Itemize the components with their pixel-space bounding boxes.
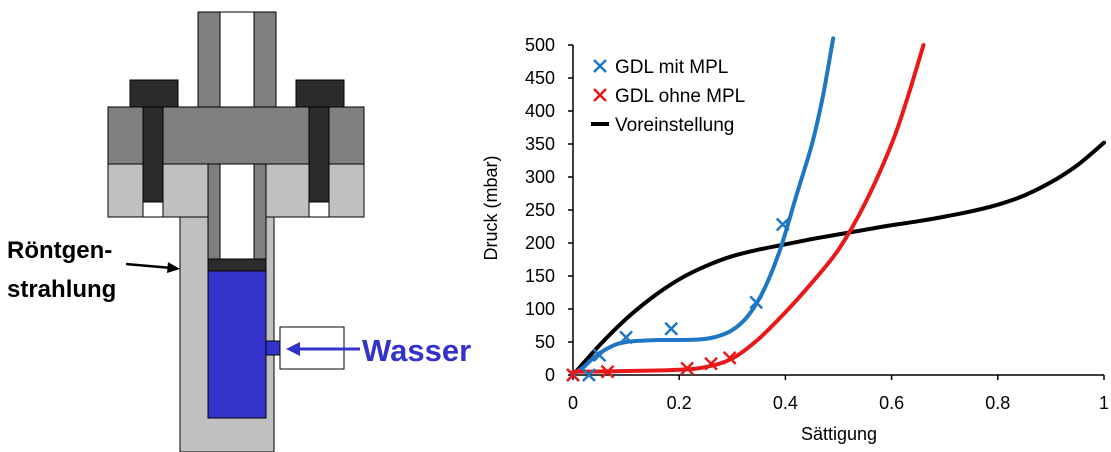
xray-label-line2: strahlung — [7, 276, 116, 303]
y-ticks: 0 50 100 150 200 250 300 350 400 450 500 — [525, 35, 573, 385]
y-tick-label: 450 — [525, 68, 555, 88]
x-axis-label: Sättigung — [801, 424, 877, 444]
legend: GDL mit MPL GDL ohne MPL Voreinstellung — [591, 57, 745, 136]
right-bolt-head — [295, 79, 345, 108]
y-tick-label: 350 — [525, 134, 555, 154]
x-tick-label: 0 — [568, 393, 578, 413]
y-tick-label: 50 — [535, 332, 555, 352]
water-inlet-channel — [265, 340, 281, 356]
pressure-saturation-chart: 0 0.2 0.4 0.6 0.8 1 0 50 100 150 200 250 300 350 400 4… — [481, 35, 1109, 444]
curve-voreinstellung — [571, 140, 1106, 377]
y-axis-label: Druck (mbar) — [481, 155, 501, 260]
left-bolt-shaft — [142, 106, 164, 203]
data-point-gdl-mit-mpl — [664, 321, 679, 336]
water-column — [207, 270, 267, 419]
y-tick-label: 150 — [525, 266, 555, 286]
x-tick-label: 0.6 — [879, 393, 904, 413]
right-bolt-gap — [308, 201, 330, 218]
y-tick-label: 500 — [525, 35, 555, 55]
right-bolt-shaft — [308, 106, 330, 203]
x-tick-label: 0.2 — [667, 393, 692, 413]
xray-arrow-line — [125, 262, 173, 270]
data-point-gdl-mit-mpl — [582, 368, 596, 382]
xray-arrow-head — [167, 262, 180, 273]
legend-marker-gdl-ohne-mpl — [593, 88, 607, 102]
x-tick-label: 0.4 — [773, 393, 798, 413]
left-bolt-head — [129, 79, 179, 108]
data-point-gdl-mit-mpl — [749, 295, 764, 310]
y-tick-label: 250 — [525, 200, 555, 220]
water-label: Wasser — [362, 333, 471, 368]
curve-gdl-ohne-mpl — [571, 43, 926, 374]
water-arrow-head — [286, 342, 300, 356]
data-point-gdl-ohne-mpl — [680, 361, 695, 376]
data-point-gdl-ohne-mpl — [704, 356, 718, 371]
data-point-gdl-mit-mpl — [619, 330, 633, 345]
legend-label-voreinstellung: Voreinstellung — [615, 115, 734, 136]
y-tick-label: 200 — [525, 233, 555, 253]
data-point-gdl-mit-mpl — [592, 348, 607, 363]
data-point-gdl-ohne-mpl — [722, 350, 737, 365]
data-point-gdl-ohne-mpl — [566, 368, 580, 382]
y-tick-label: 100 — [525, 299, 555, 319]
inner-tube-bore — [219, 163, 255, 260]
x-tick-label: 1 — [1099, 393, 1109, 413]
left-bolt-gap — [142, 201, 164, 218]
y-tick-label: 0 — [545, 365, 555, 385]
sample-layer — [207, 258, 267, 272]
y-tick-label: 400 — [525, 101, 555, 121]
legend-marker-gdl-mit-mpl — [593, 59, 607, 73]
x-ticks: 0 0.2 0.4 0.6 0.8 1 — [568, 375, 1109, 413]
legend-label-gdl-mit-mpl: GDL mit MPL — [615, 57, 728, 78]
legend-label-gdl-ohne-mpl: GDL ohne MPL — [615, 86, 745, 107]
y-tick-label: 300 — [525, 167, 555, 187]
x-tick-label: 0.8 — [985, 393, 1010, 413]
cell-schematic: Röntgen- strahlung Wasser — [7, 11, 471, 452]
series-markers — [566, 217, 790, 382]
data-point-gdl-ohne-mpl — [600, 364, 615, 379]
data-point-gdl-mit-mpl — [775, 217, 790, 232]
xray-label-line1: Röntgen- — [7, 237, 112, 264]
